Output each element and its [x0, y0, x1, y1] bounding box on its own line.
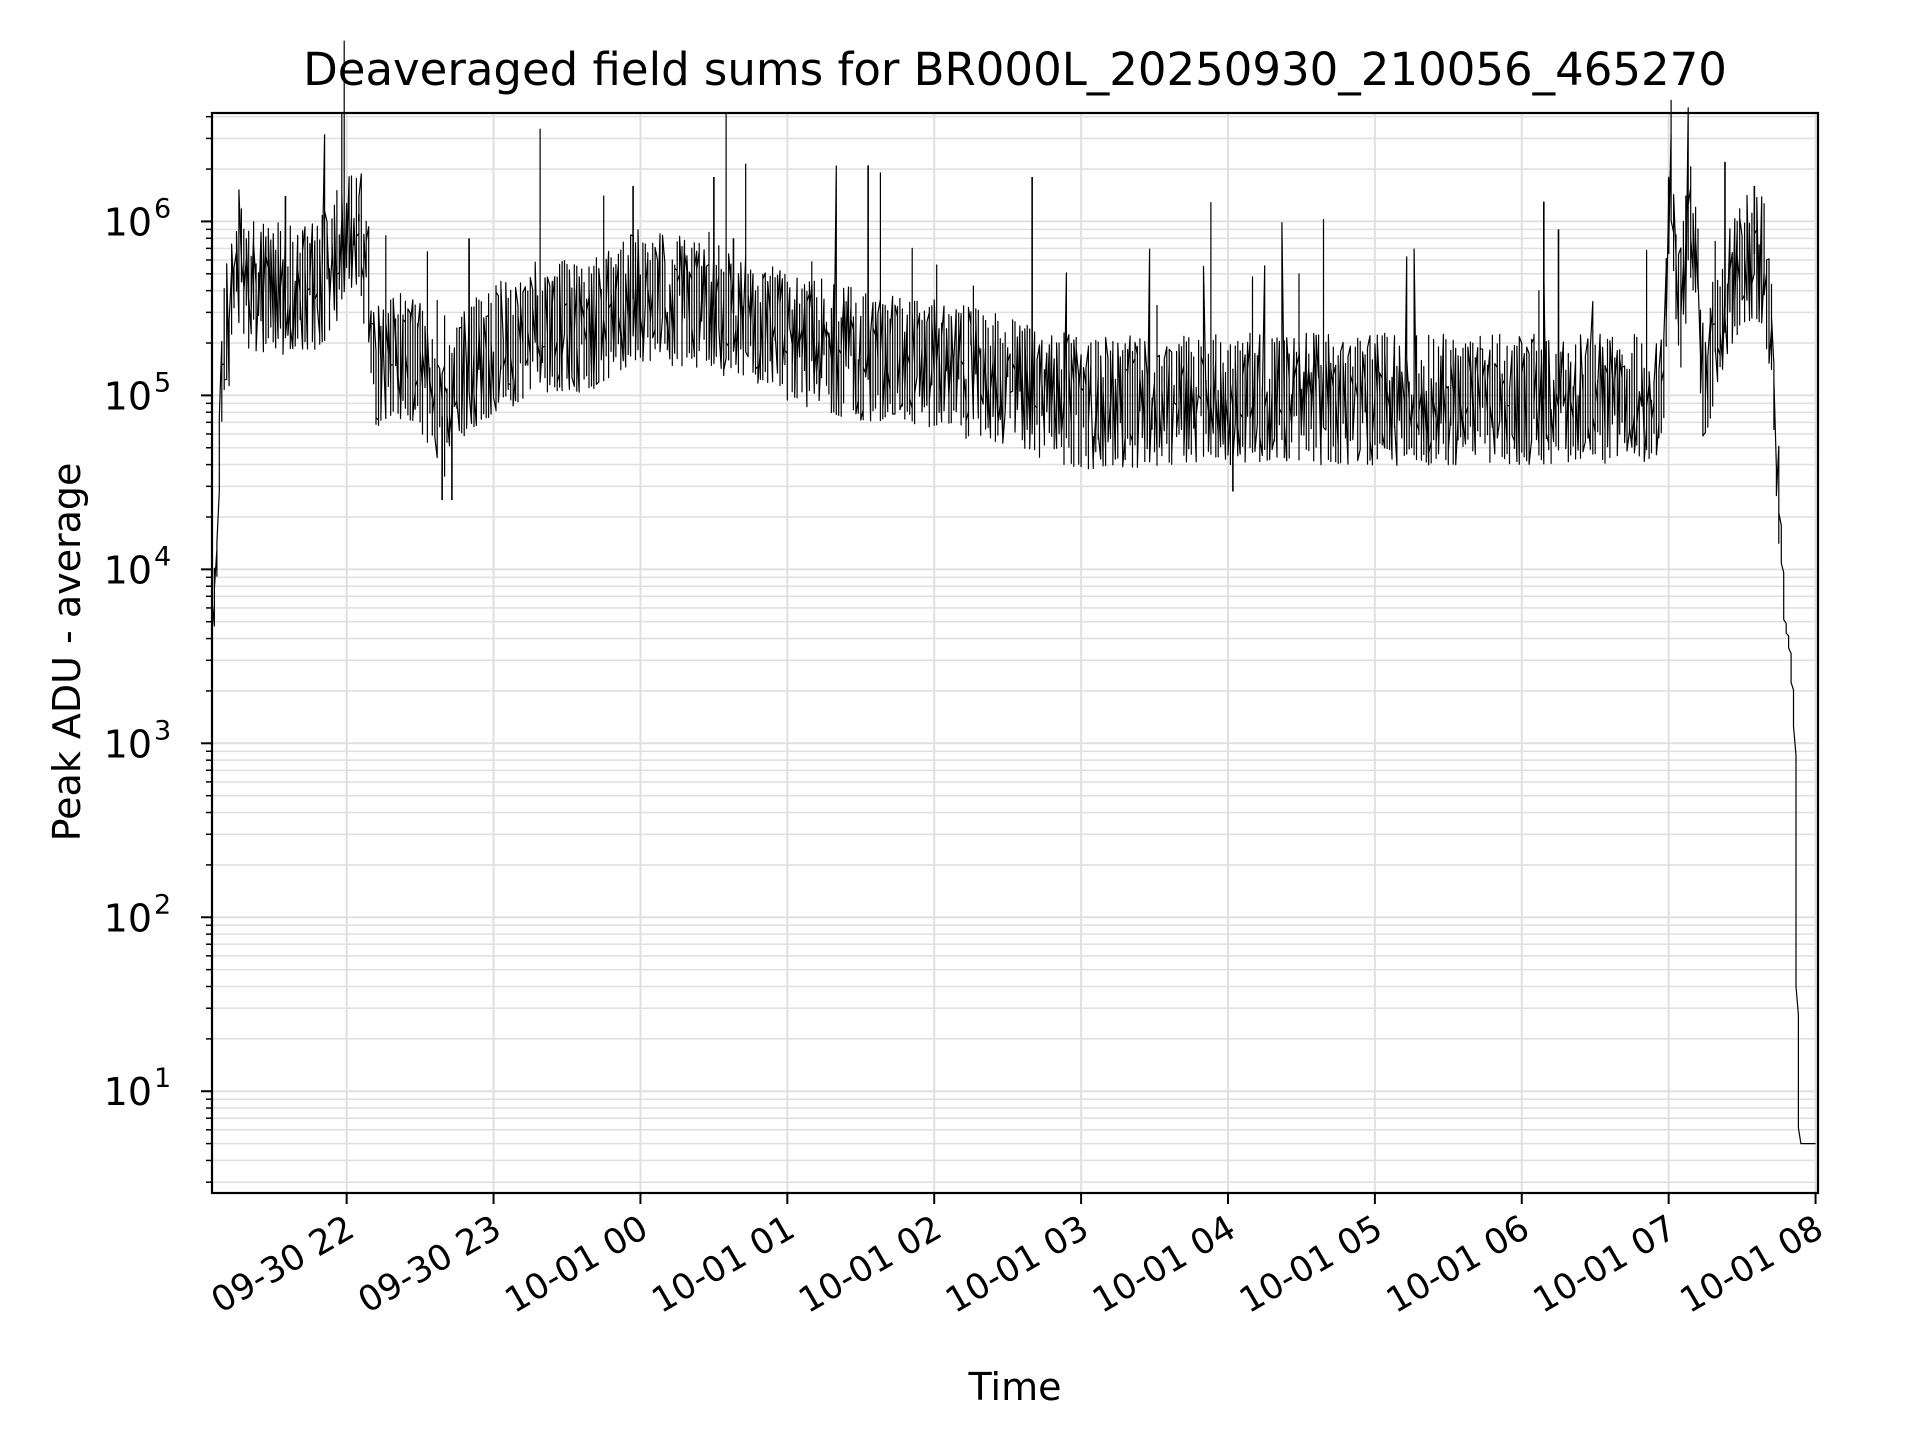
plot-frame: [210, 111, 1820, 1195]
y-tick-label: 10: [104, 548, 152, 592]
y-tick-exponent: 2: [154, 889, 171, 920]
y-tick-label: 10: [104, 896, 152, 940]
y-tick-base: 10: [104, 374, 152, 418]
y-tick-base: 10: [104, 1070, 152, 1114]
y-tick-base: 10: [104, 200, 152, 244]
y-tick-exponent: 4: [154, 541, 171, 572]
y-tick-label: 10: [104, 1070, 152, 1114]
y-tick-label: 10: [104, 722, 152, 766]
y-tick-exponent: 5: [154, 367, 171, 398]
y-tick-label: 10: [104, 374, 152, 418]
y-tick-label: 10: [104, 200, 152, 244]
series-line: [211, 40, 1816, 1145]
x-axis-label: Time: [968, 1365, 1062, 1409]
series-layer: [211, 40, 1816, 1145]
y-tick-base: 10: [104, 896, 152, 940]
y-tick-exponent: 6: [154, 193, 171, 224]
y-tick-base: 10: [104, 548, 152, 592]
y-tick-base: 10: [104, 722, 152, 766]
y-tick-exponent: 3: [154, 715, 171, 746]
y-tick-exponent: 1: [154, 1063, 171, 1094]
y-axis-label: Peak ADU - average: [45, 463, 89, 842]
grid: [212, 113, 1818, 1193]
chart-title: Deaveraged field sums for BR000L_2025093…: [303, 43, 1727, 96]
